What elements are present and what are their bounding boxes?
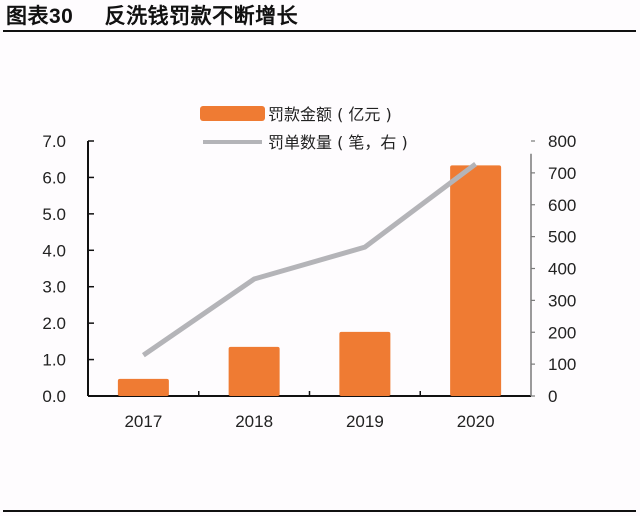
y-right-tick-label: 500	[548, 228, 576, 247]
y-left-tick-label: 2.0	[42, 314, 66, 333]
y-left-tick-label: 0.0	[42, 387, 66, 406]
y-right-tick-label: 800	[548, 132, 576, 151]
x-tick-label: 2019	[346, 412, 384, 431]
legend: 罚款金额 ( 亿元 ) 罚单数量 ( 笔，右 )	[200, 105, 408, 152]
legend-label-line: 罚单数量 ( 笔，右 )	[268, 133, 408, 152]
y-right-tick-label: 700	[548, 164, 576, 183]
y-left-tick-label: 7.0	[42, 132, 66, 151]
line-series	[141, 161, 478, 358]
legend-label-bar: 罚款金额 ( 亿元 )	[268, 105, 392, 124]
y-right-tick-label: 400	[548, 260, 576, 279]
y-right-tick-label: 100	[548, 355, 576, 374]
legend-swatch-bar	[200, 106, 265, 121]
top-rule	[3, 30, 636, 32]
y-left-tick-label: 3.0	[42, 278, 66, 297]
y-right-tick-label: 300	[548, 291, 576, 310]
y-left-tick-label: 6.0	[42, 168, 66, 187]
y-left-tick-label: 4.0	[42, 241, 66, 260]
bottom-rule	[3, 510, 636, 512]
y-left-tick-label: 1.0	[42, 351, 66, 370]
x-tick-label: 2020	[457, 412, 495, 431]
figure-number: 30	[49, 5, 74, 28]
x-tick-label: 2017	[124, 412, 162, 431]
y-left-tick-label: 5.0	[42, 205, 66, 224]
y-right-tick-label: 600	[548, 196, 576, 215]
x-tick-label: 2018	[235, 412, 273, 431]
figure-label: 图表	[6, 4, 49, 28]
bar-2018	[228, 346, 280, 396]
figure-title: 图表30 反洗钱罚款不断增长	[6, 3, 298, 30]
figure-title-text: 反洗钱罚款不断增长	[104, 4, 299, 28]
bar-2020	[450, 165, 502, 396]
bar-2019	[339, 331, 391, 396]
y-right-tick-label: 0	[548, 387, 557, 406]
bar-2017	[117, 378, 169, 396]
y-right-tick-label: 200	[548, 323, 576, 342]
